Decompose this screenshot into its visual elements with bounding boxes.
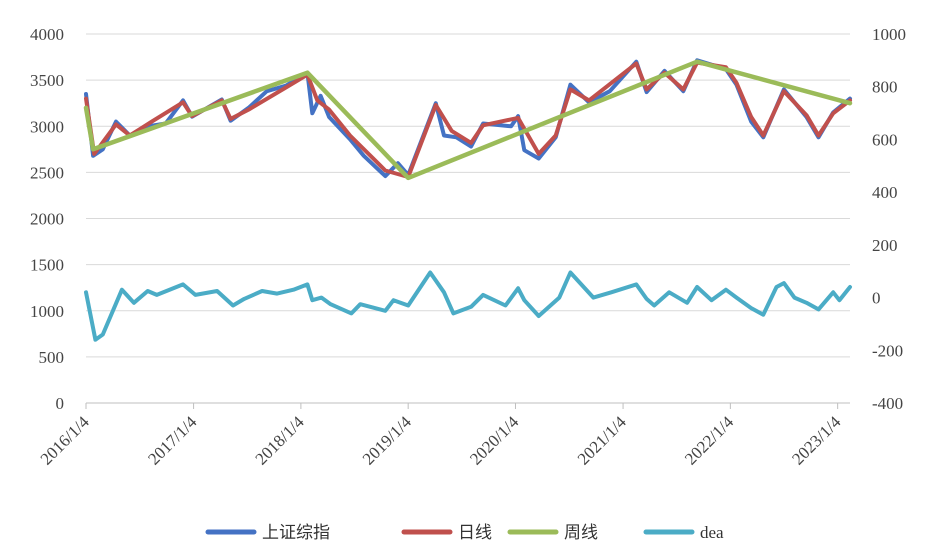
legend-label: 周线	[564, 523, 598, 542]
legend: 上证综指 日线 周线 dea	[205, 523, 724, 542]
y-left-tick-label: 0	[56, 394, 65, 413]
x-tick-label: 2018/1/4	[252, 412, 309, 469]
x-tick-label: 2021/1/4	[574, 412, 631, 469]
x-tick-label: 2020/1/4	[466, 412, 523, 469]
y-left-tick-label: 3500	[30, 71, 64, 90]
x-tick-label: 2022/1/4	[681, 412, 738, 469]
x-tick-label: 2017/1/4	[144, 412, 201, 469]
y-left-tick-label: 2500	[30, 163, 64, 182]
x-tick-label: 2023/1/4	[788, 412, 845, 469]
y-left-tick-label: 3000	[30, 117, 64, 136]
legend-label: dea	[700, 523, 724, 542]
gridlines	[86, 33, 850, 358]
axes: 05001000150020002500300035004000-400-200…	[30, 25, 906, 469]
y-left-tick-label: 2000	[30, 210, 64, 229]
legend-label: 上证综指	[262, 523, 330, 542]
y-right-tick-label: 0	[872, 289, 881, 308]
y-left-tick-label: 1500	[30, 256, 64, 275]
y-right-tick-label: 800	[872, 78, 898, 97]
series-lines	[83, 58, 853, 342]
legend-label: 日线	[458, 523, 492, 542]
series-line-3	[84, 270, 852, 342]
y-left-tick-label: 500	[39, 348, 65, 367]
y-right-tick-label: 600	[872, 130, 898, 149]
x-tick-label: 2019/1/4	[359, 412, 416, 469]
y-right-tick-label: 200	[872, 236, 898, 255]
x-tick-label: 2016/1/4	[37, 412, 94, 469]
y-right-tick-label: -200	[872, 341, 903, 360]
y-left-tick-label: 4000	[30, 25, 64, 44]
series-line-0	[84, 58, 852, 179]
y-left-tick-label: 1000	[30, 302, 64, 321]
y-right-tick-label: 400	[872, 183, 898, 202]
series-line-2	[83, 59, 853, 181]
y-right-tick-label: -400	[872, 394, 903, 413]
y-right-tick-label: 1000	[872, 25, 906, 44]
